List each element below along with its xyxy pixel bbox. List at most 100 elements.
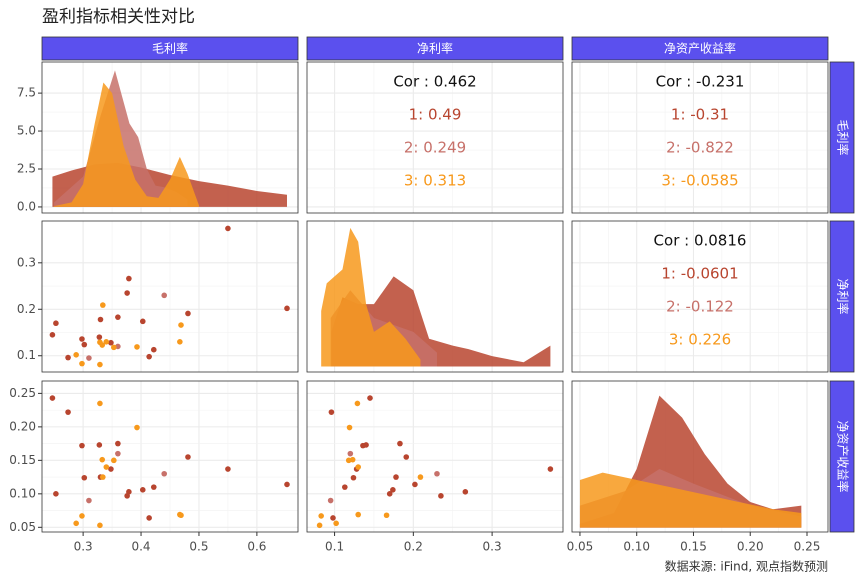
correlation-total: Cor : -0.231 [656, 73, 745, 91]
panel-border [306, 380, 564, 533]
strip-label: 毛利率 [152, 41, 188, 56]
scatter-point [99, 342, 106, 348]
scatter-point [185, 454, 191, 460]
scatter-point [225, 466, 231, 472]
x-tick-label: 0.4 [131, 540, 150, 554]
x-tick-label: 0.3 [483, 540, 502, 554]
y-tick-label: 2.5 [17, 161, 36, 175]
y-tick-label: 0.05 [9, 520, 36, 534]
strip [41, 36, 299, 61]
scatter-point [284, 305, 290, 312]
x-tick-label: 0.10 [623, 540, 650, 554]
scatter-point [177, 339, 183, 345]
scatter-point [81, 341, 88, 348]
scatter-point [115, 450, 121, 457]
scatter-point [115, 440, 121, 447]
scatter-point [49, 395, 56, 401]
scatter-point [49, 332, 56, 338]
scatter-point [139, 487, 146, 493]
strip-label: 净利率 [836, 278, 851, 314]
scatter-point [412, 481, 418, 488]
correlation-group: 2: -0.122 [666, 298, 734, 316]
correlation-group: 2: -0.822 [666, 139, 734, 157]
scatter-point [65, 409, 71, 415]
scatter-point [355, 464, 362, 470]
scatter-point [318, 513, 324, 519]
strip-label: 净利率 [417, 41, 453, 56]
source-note: 数据来源: iFind, 观点指数预测 [665, 559, 828, 574]
scatter-point [111, 344, 117, 351]
scatter-point [327, 497, 334, 504]
scatter-point [367, 395, 373, 401]
scatter-point [103, 464, 110, 470]
panel-border [306, 220, 564, 373]
strip-label: 净资产收益率 [836, 420, 851, 492]
y-tick-label: 0.3 [17, 255, 36, 269]
scatter-point [284, 481, 290, 488]
scatter-point [86, 355, 92, 361]
y-tick-label: 0.20 [9, 419, 36, 433]
scatter-point [79, 336, 85, 342]
scatter-point [96, 442, 103, 448]
scatter-point [346, 424, 353, 431]
scatter-point [161, 292, 168, 299]
panel-border [571, 380, 829, 533]
scatter-point [347, 450, 354, 457]
correlation-total: Cor : 0.462 [393, 73, 476, 91]
x-tick-label: 0.05 [567, 540, 594, 554]
scatter-point [79, 442, 85, 449]
scatter-point [134, 344, 140, 350]
strip [829, 380, 855, 533]
y-tick-label: 7.5 [17, 86, 36, 100]
scatter-point [99, 456, 106, 463]
panel-border [571, 61, 829, 214]
panel-border [41, 220, 299, 373]
scatter-point [146, 353, 152, 360]
x-tick-label: 0.6 [247, 540, 266, 554]
scatter-point [100, 302, 106, 308]
x-tick-label: 0.20 [737, 540, 764, 554]
chart-title: 盈利指标相关性对比 [42, 7, 195, 27]
strip [829, 220, 855, 373]
scatter-point [126, 489, 132, 495]
scatter-point [161, 470, 168, 477]
panel-border [306, 61, 564, 214]
panel-border [41, 380, 299, 533]
scatter-point [330, 515, 336, 521]
scatter-point [393, 474, 399, 480]
scatter-point [134, 424, 140, 431]
correlation-group: 1: 0.49 [409, 106, 462, 124]
strip [571, 36, 829, 61]
y-tick-label: 0.25 [9, 386, 36, 400]
scatter-point [108, 339, 114, 346]
scatter-point [342, 484, 348, 490]
scatter-point [225, 225, 231, 232]
scatter-point [97, 400, 103, 407]
scatter-point [150, 346, 157, 353]
scatter-point [178, 322, 184, 328]
scatter-point [403, 454, 410, 460]
scatter-point [178, 512, 184, 519]
correlation-group: 3: 0.313 [404, 172, 466, 190]
scatter-point [111, 457, 117, 464]
x-tick-label: 0.2 [404, 540, 423, 554]
scatter-point [73, 352, 79, 358]
scatter-point [100, 474, 106, 480]
correlation-group: 3: 0.226 [669, 331, 731, 349]
x-tick-label: 0.5 [189, 540, 208, 554]
scatter-point [73, 520, 79, 527]
scatter-point [126, 275, 132, 282]
correlation-group: 1: -0.31 [671, 106, 729, 124]
scatter-point [354, 400, 361, 407]
scatter-point [139, 318, 146, 325]
y-tick-label: 0.15 [9, 453, 36, 467]
scatter-point [53, 320, 59, 327]
scatter-point [65, 354, 71, 361]
x-tick-label: 0.3 [74, 540, 93, 554]
y-tick-label: 0.2 [17, 302, 36, 316]
scatter-point [363, 442, 369, 448]
scatter-point [547, 466, 554, 472]
correlation-group: 2: 0.249 [404, 139, 466, 157]
panel-border [41, 61, 299, 214]
scatter-point [108, 466, 114, 472]
